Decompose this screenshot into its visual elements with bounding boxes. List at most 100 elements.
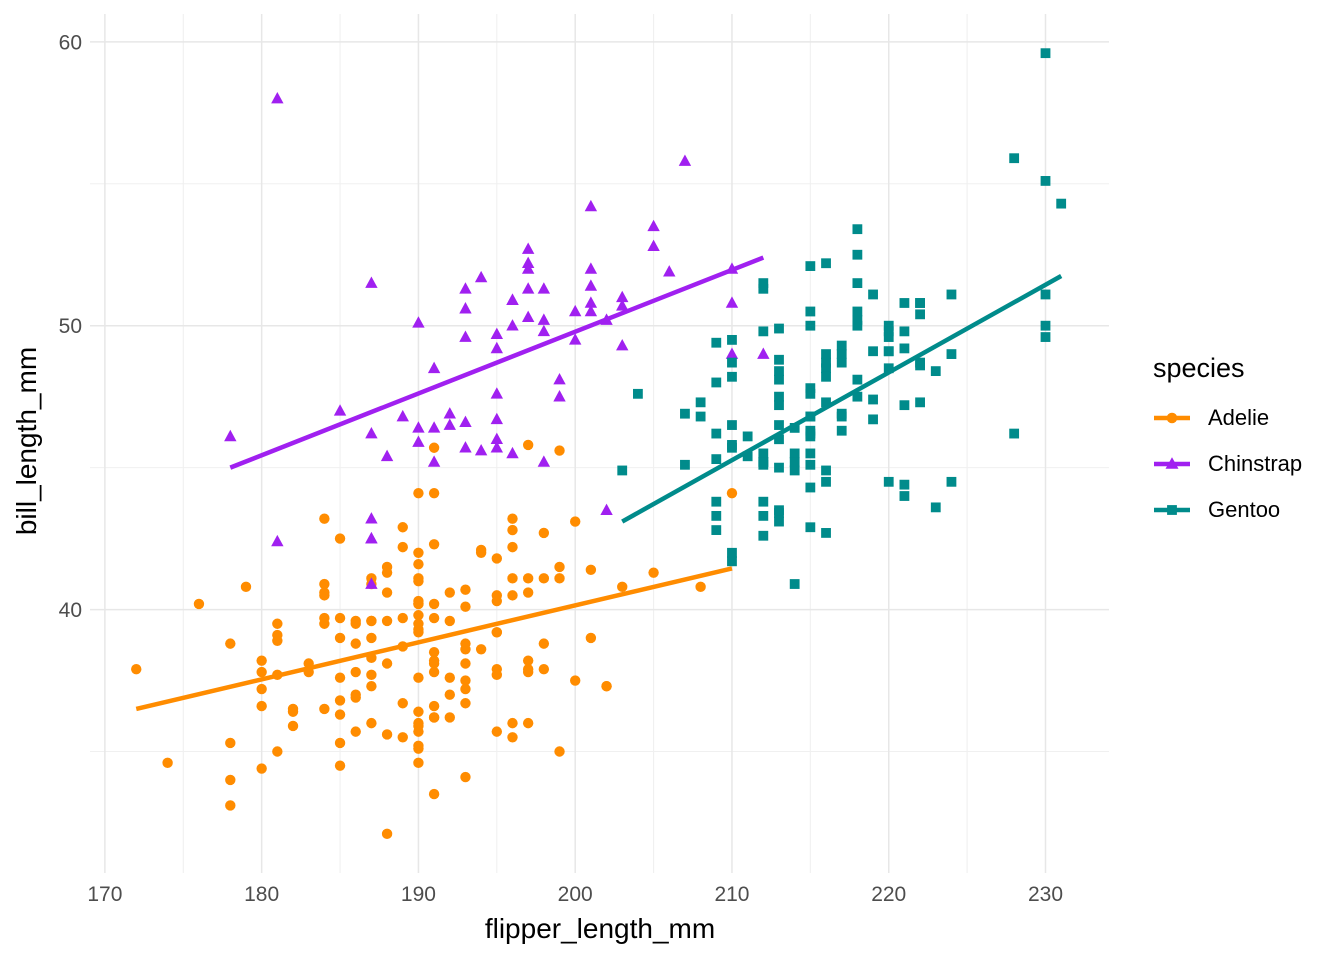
data-point-adelie <box>726 487 738 499</box>
data-point-gentoo <box>727 357 737 368</box>
data-point-gentoo <box>789 422 800 433</box>
data-point-gentoo <box>821 528 831 538</box>
data-point-chinstrap <box>616 290 629 303</box>
data-point-gentoo <box>680 459 690 470</box>
data-point-gentoo <box>774 505 784 516</box>
data-point-gentoo <box>1040 176 1051 186</box>
data-point-adelie <box>413 627 424 638</box>
data-point-adelie <box>319 703 330 715</box>
data-point-adelie <box>428 539 440 550</box>
data-point-chinstrap <box>443 407 456 419</box>
data-point-adelie <box>570 675 581 686</box>
data-point-adelie <box>225 800 236 811</box>
data-point-gentoo <box>899 343 910 354</box>
data-point-adelie <box>460 658 471 669</box>
legend-label-adelie: Adelie <box>1208 405 1270 430</box>
data-point-adelie <box>460 638 471 649</box>
gentoo-key-icon <box>1154 505 1190 515</box>
data-point-gentoo <box>711 510 722 521</box>
data-point-adelie <box>570 516 581 527</box>
data-point-gentoo <box>805 383 816 394</box>
data-point-gentoo <box>805 320 816 331</box>
data-point-gentoo <box>836 340 847 351</box>
x-axis-title: flipper_length_mm <box>484 913 716 944</box>
data-point-gentoo <box>774 420 784 430</box>
data-point-gentoo <box>821 258 831 269</box>
data-point-adelie <box>428 788 440 800</box>
data-point-chinstrap <box>474 270 488 283</box>
data-point-adelie <box>397 541 408 553</box>
data-point-gentoo <box>711 337 722 348</box>
data-point-gentoo <box>821 397 831 408</box>
data-point-adelie <box>475 644 487 655</box>
data-point-adelie <box>381 587 393 598</box>
data-point-adelie <box>428 666 440 678</box>
data-point-gentoo <box>774 516 784 527</box>
data-point-gentoo <box>774 374 784 385</box>
data-point-gentoo <box>852 315 863 325</box>
data-point-gentoo <box>836 408 847 419</box>
data-point-gentoo <box>758 326 769 337</box>
data-point-adelie <box>131 663 142 675</box>
data-point-gentoo <box>1009 428 1020 439</box>
data-point-gentoo <box>774 400 784 411</box>
data-point-gentoo <box>633 388 643 399</box>
data-point-chinstrap <box>725 296 739 308</box>
data-point-chinstrap <box>490 412 504 425</box>
data-point-adelie <box>287 703 299 715</box>
data-point-gentoo <box>852 278 863 289</box>
data-point-adelie <box>334 612 346 624</box>
data-point-gentoo <box>711 428 722 439</box>
data-point-gentoo <box>758 278 769 289</box>
data-point-gentoo <box>836 425 847 436</box>
data-point-adelie <box>617 581 628 593</box>
data-point-adelie <box>397 612 408 624</box>
data-point-gentoo <box>868 414 878 425</box>
data-point-chinstrap <box>569 304 582 317</box>
data-point-gentoo <box>915 360 925 371</box>
data-point-adelie <box>381 615 393 627</box>
data-point-chinstrap <box>490 341 504 354</box>
legend-label-gentoo: Gentoo <box>1208 497 1281 522</box>
data-point-gentoo <box>821 349 831 359</box>
trend-line-gentoo <box>621 274 1063 524</box>
data-point-adelie <box>272 635 283 646</box>
data-point-chinstrap <box>365 426 378 439</box>
data-point-chinstrap <box>647 219 660 232</box>
data-point-adelie <box>225 774 236 786</box>
data-point-adelie <box>428 646 440 658</box>
data-point-adelie <box>460 601 471 612</box>
data-point-adelie <box>538 527 550 539</box>
data-point-gentoo <box>805 306 816 317</box>
y-tick-label-60: 60 <box>59 31 82 54</box>
data-point-gentoo <box>852 306 863 317</box>
x-tick-label-180: 180 <box>244 883 279 906</box>
data-point-adelie <box>366 717 377 729</box>
data-point-adelie <box>397 698 408 709</box>
data-point-chinstrap <box>412 435 425 447</box>
data-point-chinstrap <box>725 347 739 359</box>
data-point-adelie <box>428 442 440 453</box>
data-point-chinstrap <box>553 390 566 402</box>
data-point-gentoo <box>758 448 769 459</box>
data-point-chinstrap <box>537 455 551 467</box>
data-point-chinstrap <box>365 512 378 524</box>
data-point-gentoo <box>1056 198 1067 209</box>
data-point-chinstrap <box>600 503 613 516</box>
data-point-gentoo <box>1040 332 1051 342</box>
data-point-chinstrap <box>427 421 441 433</box>
data-point-gentoo <box>805 428 816 439</box>
data-point-chinstrap <box>474 443 488 456</box>
data-point-adelie <box>334 737 346 749</box>
data-point-chinstrap <box>459 415 472 428</box>
x-tick-label-210: 210 <box>714 883 749 906</box>
data-point-gentoo <box>836 349 847 359</box>
data-point-gentoo <box>868 289 878 300</box>
data-point-chinstrap <box>584 199 598 212</box>
data-point-chinstrap <box>584 262 598 274</box>
data-point-adelie <box>444 615 455 627</box>
data-point-adelie <box>397 522 408 533</box>
data-point-adelie <box>334 632 346 644</box>
data-point-adelie <box>381 561 393 573</box>
data-point-adelie <box>460 584 471 595</box>
